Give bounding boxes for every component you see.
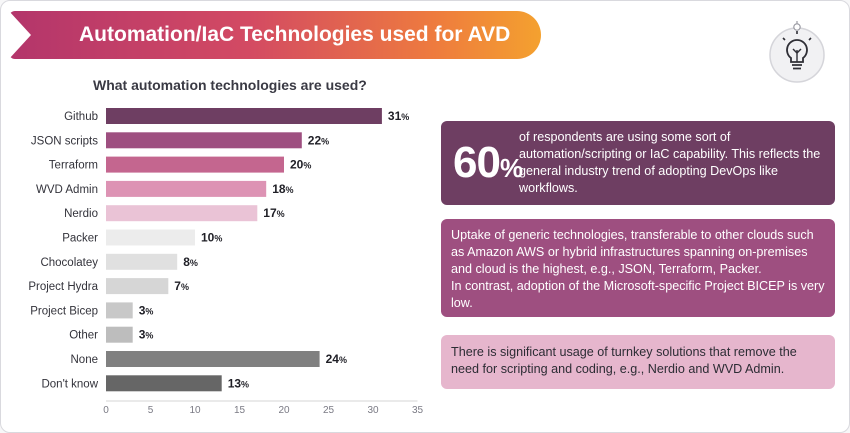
stat-value: 60%: [453, 135, 523, 196]
stat-number: 60: [453, 138, 501, 187]
callout-turnkey: There is significant usage of turnkey so…: [441, 335, 835, 389]
data-label: 31%: [388, 109, 409, 123]
data-label: 22%: [308, 133, 329, 147]
category-label: Project Bicep: [30, 305, 98, 317]
bar: [106, 229, 195, 246]
category-label: Chocolatey: [40, 257, 98, 269]
x-tick-label: 5: [148, 405, 154, 416]
x-tick-label: 0: [103, 405, 109, 416]
bar: [106, 180, 267, 197]
category-label: Nerdio: [64, 208, 98, 220]
bar: [106, 351, 320, 367]
category-label: Other: [69, 330, 98, 342]
category-label: JSON scripts: [31, 135, 98, 147]
data-label: 7%: [174, 279, 189, 293]
bar: [106, 205, 258, 222]
callout-text: Uptake of generic technologies, transfer…: [451, 228, 814, 276]
callout-generic-tech: Uptake of generic technologies, transfer…: [441, 219, 835, 317]
data-label: 17%: [263, 206, 284, 220]
page-title: Automation/IaC Technologies used for AVD: [79, 23, 511, 46]
category-label: Terraform: [49, 160, 98, 172]
bar: [106, 326, 133, 343]
bar: [106, 278, 169, 295]
x-tick-label: 25: [323, 405, 335, 416]
data-label: 10%: [201, 231, 222, 245]
category-label: None: [71, 354, 99, 366]
x-tick-label: 15: [234, 405, 246, 416]
callout-adoption-stat: 60% of respondents are using some sort o…: [441, 121, 835, 205]
x-tick-label: 20: [278, 405, 290, 416]
data-label: 8%: [183, 255, 198, 269]
bar: [106, 132, 302, 149]
bar: [106, 302, 133, 319]
data-label: 20%: [290, 158, 311, 172]
data-label: 18%: [272, 182, 293, 196]
stat-unit: %: [499, 153, 523, 183]
chart-title: What automation technologies are used?: [93, 77, 367, 93]
category-label: Github: [64, 111, 98, 123]
header-banner: [9, 11, 541, 59]
category-label: WVD Admin: [36, 184, 98, 196]
bar: [106, 108, 382, 124]
x-tick-label: 30: [367, 405, 379, 416]
data-label: 3%: [139, 328, 154, 342]
x-tick-label: 10: [189, 405, 201, 416]
callout-text: of respondents are using some sort of au…: [519, 130, 821, 195]
callout-text-secondary: In contrast, adoption of the Microsoft-s…: [451, 279, 825, 310]
bar: [106, 156, 284, 173]
bar: [106, 253, 178, 270]
category-label: Packer: [62, 233, 98, 245]
x-tick-label: 35: [412, 405, 424, 416]
data-label: 24%: [326, 352, 347, 366]
lightbulb-icon: [763, 21, 831, 89]
category-label: Don't know: [41, 378, 98, 390]
banner-notch: [9, 11, 31, 59]
data-label: 3%: [139, 303, 154, 317]
bar: [106, 375, 222, 392]
category-label: Project Hydra: [28, 281, 98, 293]
data-label: 13%: [228, 376, 249, 390]
callout-text: There is significant usage of turnkey so…: [451, 345, 797, 376]
